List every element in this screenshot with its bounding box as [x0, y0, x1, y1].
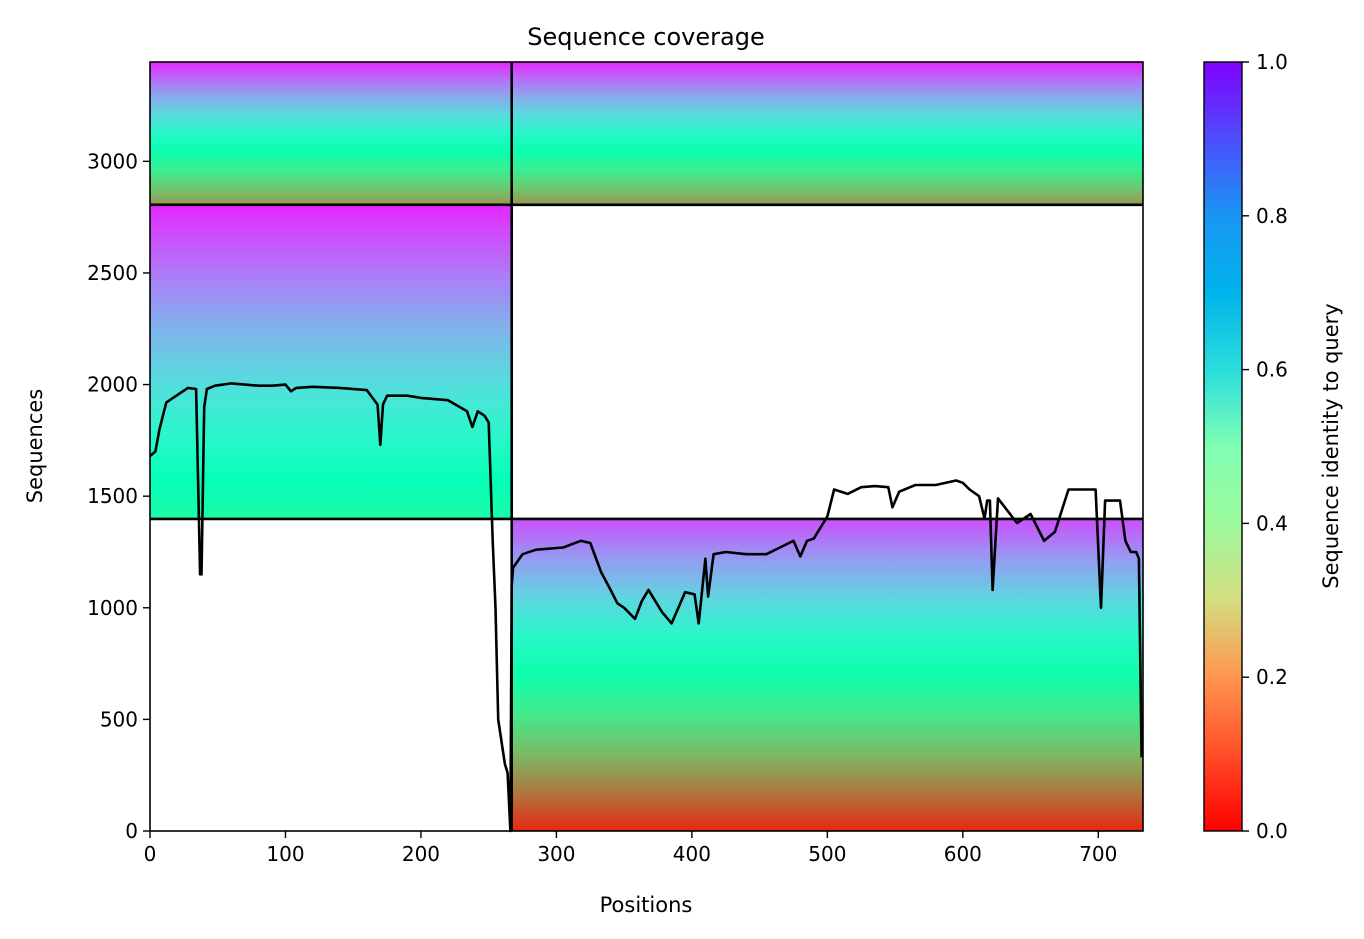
y-tick-label: 3000 — [87, 149, 138, 173]
x-tick-label: 100 — [266, 842, 304, 866]
colorbar-tick-label: 0.8 — [1256, 204, 1288, 228]
coverage-block — [511, 62, 1144, 205]
chart-title: Sequence coverage — [527, 23, 764, 51]
colorbar — [1203, 61, 1243, 832]
x-ticks: 0 100 200 300 400 500 600 700 — [144, 831, 1117, 866]
x-tick-label: 400 — [673, 842, 711, 866]
colorbar-tick-label: 0.0 — [1256, 819, 1288, 843]
colorbar-tick-label: 0.6 — [1256, 358, 1288, 382]
colorbar-label: Sequence identity to query — [1319, 303, 1343, 588]
y-tick-label: 0 — [125, 819, 138, 843]
y-tick-label: 500 — [100, 707, 138, 731]
colorbar-tick-label: 0.4 — [1256, 511, 1288, 535]
x-tick-label: 600 — [944, 842, 982, 866]
coverage-blocks — [150, 62, 1144, 831]
coverage-line-layer — [149, 382, 1143, 833]
x-tick-label: 700 — [1079, 842, 1117, 866]
x-tick-label: 0 — [144, 842, 157, 866]
x-tick-label: 300 — [537, 842, 575, 866]
x-axis-label: Positions — [600, 893, 693, 917]
y-ticks: 0 500 1000 1500 2000 2500 3000 — [87, 149, 150, 843]
y-tick-label: 2500 — [87, 261, 138, 285]
coverage-block — [150, 62, 512, 205]
coverage-block — [511, 518, 1144, 831]
x-tick-label: 200 — [402, 842, 440, 866]
plot-frame — [149, 61, 1144, 832]
colorbar-ticks: 0.0 0.2 0.4 0.6 0.8 1.0 — [1242, 50, 1288, 843]
x-tick-label: 500 — [808, 842, 846, 866]
colorbar-tick-label: 1.0 — [1256, 50, 1288, 74]
y-axis-label: Sequences — [23, 389, 47, 504]
y-tick-label: 1500 — [87, 484, 138, 508]
coverage-block — [150, 204, 512, 519]
coverage-line — [149, 382, 1143, 833]
colorbar-tick-label: 0.2 — [1256, 665, 1288, 689]
y-tick-label: 2000 — [87, 373, 138, 397]
y-tick-label: 1000 — [87, 596, 138, 620]
